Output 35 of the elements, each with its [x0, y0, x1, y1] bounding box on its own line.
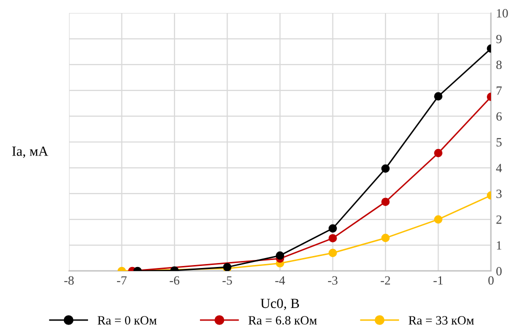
x-tick-label: -8 [64, 276, 74, 285]
x-tick-label: -5 [222, 276, 232, 285]
legend-label: Ra = 6.8 кОм [248, 316, 317, 325]
point [381, 234, 390, 242]
y-tick-label: 4 [496, 164, 502, 172]
point [434, 215, 442, 224]
x-tick-label: -4 [275, 276, 286, 285]
y-axis-title: Ia, мА [12, 146, 48, 158]
x-tick-label: -1 [434, 276, 443, 285]
legend-label: Ra = 0 кОм [98, 316, 157, 325]
point [328, 248, 337, 258]
point [434, 148, 442, 158]
y-tick-label: 2 [496, 215, 502, 224]
x-tick-label: 0 [488, 276, 494, 285]
point [328, 224, 337, 233]
point [434, 92, 442, 100]
point [328, 234, 337, 242]
x-tick-label: -7 [117, 276, 127, 285]
y-tick-label: 8 [496, 60, 502, 70]
x-tick-label: -2 [380, 276, 390, 285]
x-axis-title: Uc0, В [260, 298, 299, 310]
y-tick-label: 1 [496, 241, 502, 250]
y-tick-label: 7 [496, 86, 502, 95]
y-tick-label: 10 [496, 9, 508, 18]
legend-label: Ra = 33 кОм [408, 316, 474, 325]
x-tick-label: -6 [170, 276, 180, 285]
y-tick-label: 0 [496, 267, 502, 276]
y-tick-label: 3 [496, 190, 502, 198]
point [276, 251, 284, 260]
point [381, 198, 390, 206]
x-tick-label: -3 [328, 276, 338, 285]
y-tick-label: 6 [496, 112, 502, 121]
y-tick-label: 5 [496, 138, 502, 146]
point [381, 164, 390, 173]
y-tick-label: 9 [496, 34, 502, 44]
